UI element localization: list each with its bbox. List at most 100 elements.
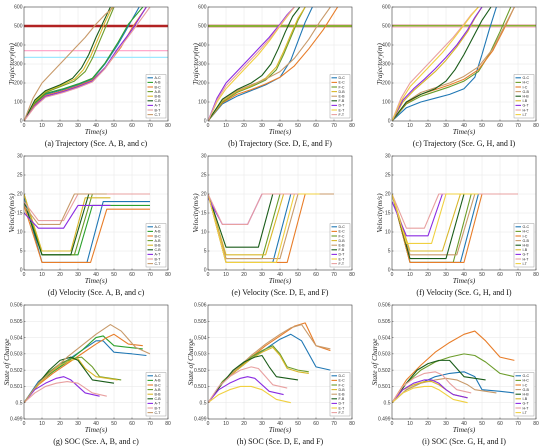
y-tick-label: 25 <box>385 173 391 179</box>
x-tick-label: 50 <box>295 272 301 278</box>
legend-box <box>145 372 167 417</box>
x-tick-label: 50 <box>295 421 301 427</box>
series-group <box>24 7 151 121</box>
y-tick-label: 100 <box>198 100 207 106</box>
x-tick-label: 0 <box>207 123 210 129</box>
y-tick-label: 0.503 <box>194 352 207 358</box>
legend-label: G-B <box>523 90 530 94</box>
legend-label: F-T <box>339 262 345 266</box>
x-tick-label: 50 <box>295 123 301 129</box>
legend-label: A-T <box>155 104 162 108</box>
y-tick-label: 0.502 <box>10 368 23 374</box>
y-axis-label: State of Charge <box>370 338 379 385</box>
legend-label: A-B <box>155 388 162 392</box>
x-tick-label: 20 <box>241 421 247 427</box>
x-tick-label: 40 <box>461 421 467 427</box>
legend-label: A-B <box>155 379 162 383</box>
panel-caption: (f) Velocity (Sce. G, H, and I) <box>416 288 511 297</box>
x-tick-label: 30 <box>259 123 265 129</box>
series-line-E-T <box>208 193 320 263</box>
x-tick-label: 0 <box>207 421 210 427</box>
series-line-E-T <box>208 7 295 121</box>
series-group <box>24 323 151 404</box>
legend-label: D-C <box>339 76 346 80</box>
legend-label: A-B <box>155 239 162 243</box>
y-tick-label: 400 <box>382 43 391 49</box>
legend-label: D-T <box>339 104 346 108</box>
series-group <box>392 330 515 404</box>
y-tick-label: 0.5 <box>16 400 23 406</box>
series-line-C-T <box>24 7 115 121</box>
legend-label: D-C <box>339 225 346 229</box>
legend-label: G-C <box>523 76 530 80</box>
chart-panel-2: 0 10 20 30 40 50 60 70 80 0 100 200 300 400 500 600 Time… <box>375 5 539 148</box>
legend-label: D-T <box>339 402 346 406</box>
series-line-E-B <box>208 323 331 404</box>
x-tick-label: 0 <box>391 123 394 129</box>
x-tick-label: 10 <box>407 272 413 278</box>
chart-panel-4: 0 10 20 30 40 50 60 70 80 0 5 10 15 20 25 30 Time(s) Velo… <box>191 154 355 297</box>
x-tick-label: 20 <box>57 421 63 427</box>
x-tick-label: 80 <box>349 123 355 129</box>
y-tick-label: 10 <box>17 230 23 236</box>
x-tick-label: 20 <box>241 123 247 129</box>
x-tick-label: 60 <box>129 272 135 278</box>
legend-label: H-B <box>523 393 530 397</box>
x-tick-label: 40 <box>93 123 99 129</box>
legend-label: A-B <box>155 81 162 85</box>
legend-label: A-C <box>155 225 162 229</box>
y-tick-label: 5 <box>20 249 23 255</box>
y-tick-label: 0.505 <box>378 319 391 325</box>
y-tick-label: 0 <box>204 119 207 125</box>
series-line-D-T <box>208 7 295 121</box>
y-tick-label: 0.501 <box>378 384 391 390</box>
x-tick-label: 20 <box>425 272 431 278</box>
legend-box <box>329 372 351 417</box>
x-axis-label: Time(s) <box>85 276 108 285</box>
legend-label: G-B <box>523 239 530 243</box>
y-tick-label: 500 <box>198 24 207 30</box>
x-tick-label: 20 <box>425 123 431 129</box>
series-line-D-T <box>208 376 284 404</box>
legend-label: H-T <box>523 257 530 261</box>
x-tick-label: 70 <box>331 272 337 278</box>
panel-caption: (e) Velocity (Sce. D, E, and F) <box>232 288 329 297</box>
y-tick-label: 0.505 <box>194 319 207 325</box>
y-tick-label: 400 <box>14 43 23 49</box>
x-tick-label: 30 <box>259 272 265 278</box>
legend-label: E-T <box>339 108 346 112</box>
y-tick-label: 0.504 <box>10 335 23 341</box>
y-tick-label: 500 <box>382 24 391 30</box>
series-line-F-B <box>208 354 299 404</box>
series-line-A-B <box>24 7 144 121</box>
legend-label: C-B <box>155 397 162 401</box>
series-line-F-T <box>208 193 298 225</box>
series-line-H-T <box>392 371 472 404</box>
x-tick-label: 80 <box>165 272 171 278</box>
y-tick-label: 300 <box>198 62 207 68</box>
legend-label: H-C <box>523 379 530 383</box>
series-group <box>208 322 331 404</box>
y-tick-label: 30 <box>385 154 391 160</box>
series-group <box>392 193 518 263</box>
x-tick-label: 60 <box>497 421 503 427</box>
legend-label: H-C <box>523 230 530 234</box>
series-line-F-T <box>208 7 295 121</box>
y-tick-label: 10 <box>201 230 207 236</box>
series-line-G-C <box>392 7 497 121</box>
legend-label: B-T <box>155 406 162 410</box>
series-line-D-B <box>208 346 309 404</box>
x-tick-label: 70 <box>331 421 337 427</box>
chart-panel-1: 0 10 20 30 40 50 60 70 80 0 100 200 300 400 500 600 Time… <box>191 5 355 148</box>
x-tick-label: 60 <box>129 421 135 427</box>
x-axis-label: Time(s) <box>453 276 476 285</box>
series-line-B-T <box>24 380 107 404</box>
y-axis-label: Velocity(m/s) <box>375 193 384 233</box>
x-tick-label: 80 <box>165 123 171 129</box>
y-tick-label: 0.504 <box>194 335 207 341</box>
y-tick-label: 200 <box>198 81 207 87</box>
panel-caption: (b) Trajectory (Sce. D, E, and F) <box>228 139 332 148</box>
legend-label: D-B <box>339 239 346 243</box>
legend-box <box>513 74 535 119</box>
